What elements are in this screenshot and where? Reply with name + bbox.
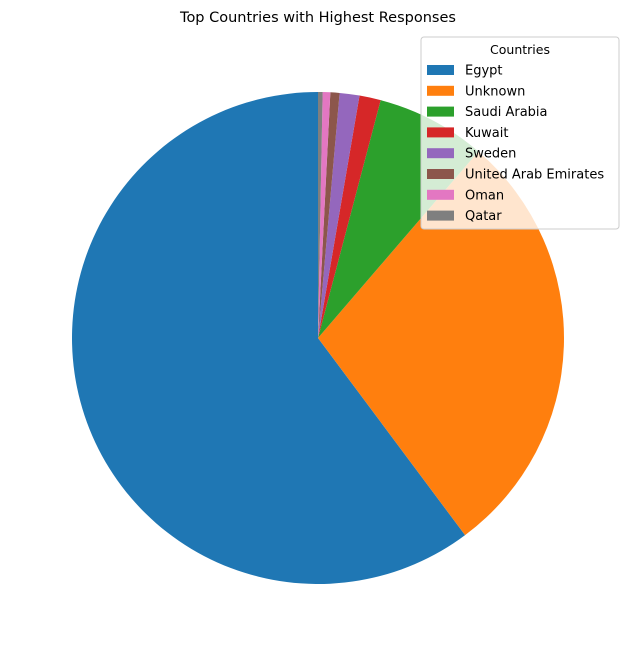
pie-slice-united-arab-emirates xyxy=(318,92,340,339)
pie-slice-oman xyxy=(318,92,331,338)
legend-box xyxy=(420,36,620,230)
legend-swatch xyxy=(427,106,454,117)
legend-label: Saudi Arabia xyxy=(465,105,548,120)
legend-label: United Arab Emirates xyxy=(465,168,604,183)
legend-label: Sweden xyxy=(465,147,516,162)
legend-swatch xyxy=(427,127,454,138)
pie-slices xyxy=(71,92,564,585)
legend: Countries Egypt Unknown Saudi Arabia Kuwait… xyxy=(420,36,620,230)
legend-swatch xyxy=(427,169,454,179)
legend-swatch xyxy=(427,65,454,75)
legend-label: Unknown xyxy=(465,84,525,99)
legend-label: Qatar xyxy=(465,209,502,224)
legend-title: Countries xyxy=(490,42,550,57)
pie-slice-unknown xyxy=(318,151,564,536)
legend-swatch xyxy=(427,189,454,200)
pie-slice-egypt xyxy=(71,92,466,585)
legend-swatch xyxy=(427,210,454,221)
legend-swatch xyxy=(427,85,454,96)
legend-swatch xyxy=(427,148,454,159)
legend-items: Egypt Unknown Saudi Arabia Kuwait Sweden Unit… xyxy=(427,64,604,224)
legend-label: Kuwait xyxy=(465,126,508,141)
chart-title: Top Countries with Highest Responses xyxy=(179,10,456,26)
pie-slice-kuwait xyxy=(318,95,381,338)
legend-label: Oman xyxy=(465,188,504,203)
legend-label: Egypt xyxy=(465,64,503,79)
pie-slice-qatar xyxy=(318,92,323,338)
pie-slice-sweden xyxy=(318,92,360,338)
